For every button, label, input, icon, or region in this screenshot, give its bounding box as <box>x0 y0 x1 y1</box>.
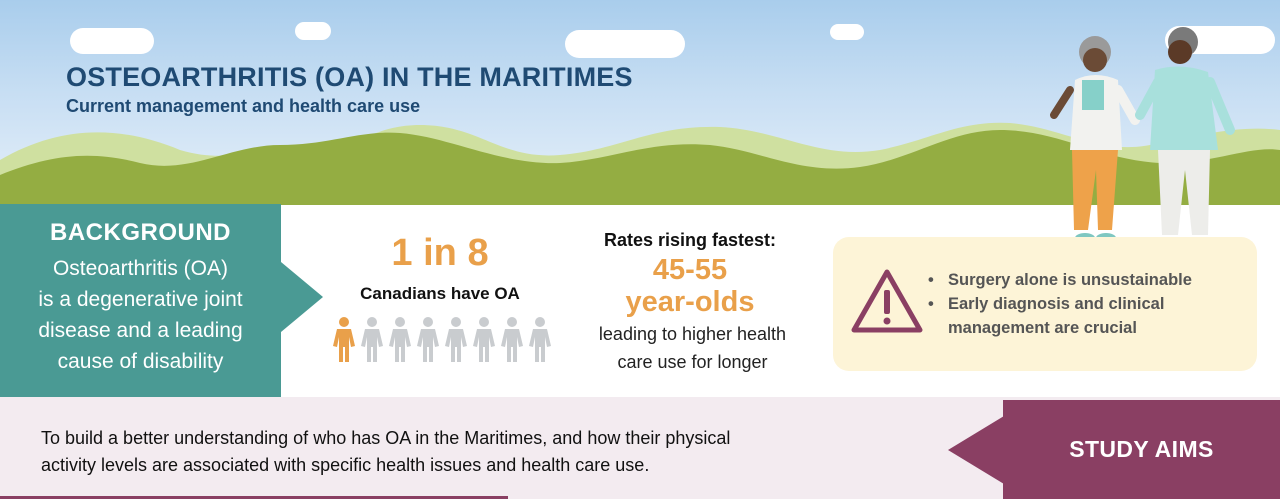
person-icon-highlighted <box>333 317 355 362</box>
study-aims-line: To build a better understanding of who h… <box>41 428 731 448</box>
person-icon <box>361 317 383 362</box>
study-aims-text: To build a better understanding of who h… <box>41 425 941 479</box>
background-line: Osteoarthritis (OA) <box>52 257 229 280</box>
rates-text: leading to higher health care use for lo… <box>560 320 825 376</box>
background-panel <box>0 204 281 397</box>
prevalence-value: 1 in 8 <box>391 232 489 274</box>
rates-text-line: care use for longer <box>617 352 768 372</box>
people-pictogram <box>333 317 551 362</box>
rates-heading: Rates rising fastest: <box>603 230 777 250</box>
warning-triangle-icon <box>851 269 923 333</box>
study-aims-arrow <box>948 416 1004 484</box>
background-line: cause of disability <box>57 350 224 373</box>
bottom-divider <box>0 496 508 499</box>
rates-value: 45-55 year-olds <box>580 254 800 318</box>
person-icon <box>389 317 411 362</box>
study-aims-line: activity levels are associated with spec… <box>41 455 650 475</box>
page-title: OSTEOARTHRITIS (OA) IN THE MARITIMES <box>66 62 633 92</box>
background-arrow <box>281 262 323 332</box>
background-text: Osteoarthritis (OA) is a degenerative jo… <box>10 253 271 377</box>
person-icon <box>529 317 551 362</box>
prevalence-label: Canadians have OA <box>360 284 520 303</box>
cloud <box>295 22 331 40</box>
study-aims-panel <box>1003 400 1280 499</box>
person-icon <box>473 317 495 362</box>
warning-bullet-text: Early diagnosis and clinical <box>948 295 1165 313</box>
rates-text-line: leading to higher health <box>598 324 787 344</box>
cloud <box>565 30 685 58</box>
cloud <box>830 24 864 40</box>
person-icon <box>501 317 523 362</box>
warning-list: Surgery alone is unsustainable Early dia… <box>928 268 1248 340</box>
background-line: is a degenerative joint <box>38 288 243 311</box>
person-icon <box>445 317 467 362</box>
rates-value-line: year-olds <box>625 286 755 318</box>
warning-bullet: Surgery alone is unsustainable <box>928 268 1248 292</box>
person-icon <box>417 317 439 362</box>
rates-value-line: 45-55 <box>652 254 728 286</box>
warning-bullet-text: management are crucial <box>948 319 1137 337</box>
background-line: disease and a leading <box>38 319 243 342</box>
walking-couple-illustration <box>1050 27 1235 247</box>
hills <box>0 122 1280 205</box>
background-heading: BACKGROUND <box>50 219 231 246</box>
warning-bullet: Early diagnosis and clinical management a… <box>928 292 1248 340</box>
page-subtitle: Current management and health care use <box>66 96 421 116</box>
cloud <box>70 28 154 54</box>
study-aims-heading: STUDY AIMS <box>1069 436 1214 462</box>
